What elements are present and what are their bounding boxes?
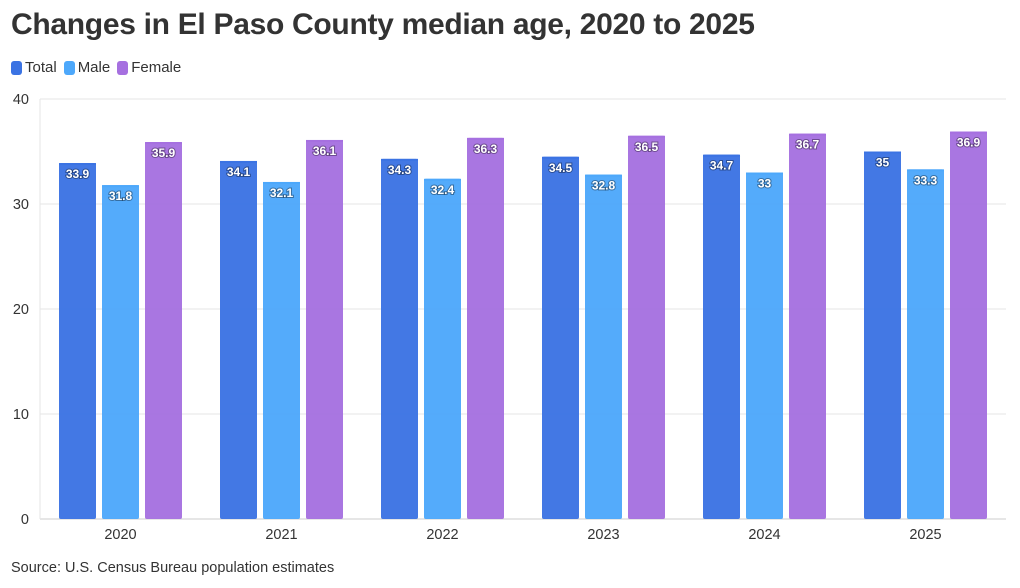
bar-top-edge (542, 156, 579, 159)
bar-top-edge (467, 137, 504, 140)
bar-top-edge (381, 158, 418, 161)
data-label-male-2025: 33.3 (914, 173, 938, 187)
data-label-male-2023: 32.8 (592, 179, 616, 193)
bar-total-2023[interactable] (542, 156, 579, 519)
legend-swatch-total (11, 60, 22, 75)
data-label-total-2024: 34.7 (710, 159, 734, 173)
legend-item-female[interactable]: Female (117, 59, 181, 76)
x-tick-label-2021: 2021 (265, 527, 297, 543)
data-label-male-2020: 31.8 (109, 189, 133, 203)
data-label-female-2021: 36.1 (313, 144, 337, 158)
bar-top-edge (263, 181, 300, 184)
x-tick-label-2022: 2022 (426, 527, 458, 543)
legend-item-total[interactable]: Total (11, 59, 57, 76)
bar-female-2024[interactable] (789, 133, 826, 519)
bar-top-edge (746, 172, 783, 175)
bar-total-2024[interactable] (703, 154, 740, 519)
data-label-male-2024: 33 (758, 177, 772, 191)
x-tick-label-2024: 2024 (748, 527, 780, 543)
source-note: Source: U.S. Census Bureau population es… (11, 560, 335, 576)
bar-total-2020[interactable] (59, 163, 96, 520)
x-tick-label-2023: 2023 (587, 527, 619, 543)
data-label-male-2021: 32.1 (270, 186, 294, 200)
bar-female-2023[interactable] (628, 135, 665, 519)
bar-total-2025[interactable] (864, 151, 901, 520)
data-label-female-2025: 36.9 (957, 136, 981, 150)
bars (59, 131, 987, 520)
y-tick-label: 40 (13, 92, 29, 108)
bar-male-2025[interactable] (907, 169, 944, 519)
bar-top-edge (585, 174, 622, 177)
bar-male-2022[interactable] (424, 178, 461, 520)
bar-top-edge (628, 135, 665, 138)
bar-male-2023[interactable] (585, 174, 622, 519)
data-label-total-2022: 34.3 (388, 163, 412, 177)
data-label-total-2021: 34.1 (227, 165, 251, 179)
bar-female-2025[interactable] (950, 131, 987, 520)
data-label-total-2020: 33.9 (66, 167, 90, 181)
bar-top-edge (424, 178, 461, 181)
bar-male-2024[interactable] (746, 172, 783, 520)
data-label-total-2025: 35 (876, 156, 890, 170)
bar-top-edge (864, 151, 901, 154)
legend-label-total: Total (25, 59, 57, 76)
legend-label-male: Male (77, 59, 111, 76)
chart-title: Changes in El Paso County median age, 20… (11, 8, 755, 41)
legend-item-male[interactable]: Male (63, 59, 111, 76)
bar-top-edge (306, 139, 343, 142)
legend-swatch-male (63, 60, 75, 75)
data-label-female-2020: 35.9 (152, 146, 176, 160)
y-axis-ticks: 0 10 20 30 40 (13, 92, 29, 528)
bar-top-edge (907, 169, 944, 172)
y-tick-label: 10 (13, 407, 29, 423)
data-label-female-2023: 36.5 (635, 140, 659, 154)
bar-female-2020[interactable] (145, 142, 182, 520)
bar-female-2021[interactable] (306, 139, 343, 519)
legend-label-female: Female (131, 59, 182, 76)
data-labels: 33.9 31.8 35.9 34.1 32.1 36.1 34.3 32.4 36.3 34.5… (65, 135, 982, 205)
bar-top-edge (950, 131, 987, 134)
legend: Total Male Female (11, 59, 188, 76)
y-tick-label: 20 (13, 302, 29, 318)
x-tick-label-2020: 2020 (104, 527, 136, 543)
bar-top-edge (789, 133, 826, 136)
bar-top-edge (220, 160, 257, 163)
bar-top-edge (59, 163, 96, 166)
bar-male-2020[interactable] (102, 185, 139, 519)
data-label-female-2022: 36.3 (474, 142, 498, 156)
y-tick-label: 30 (13, 197, 29, 213)
x-axis-ticks: 2020 2021 2022 2023 2024 2025 (104, 527, 941, 543)
y-tick-label: 0 (21, 512, 29, 528)
bar-total-2021[interactable] (220, 160, 257, 519)
bar-male-2021[interactable] (263, 181, 300, 519)
bar-female-2022[interactable] (467, 137, 504, 519)
bar-top-edge (145, 142, 182, 145)
bar-total-2022[interactable] (381, 158, 418, 519)
bar-top-edge (102, 185, 139, 188)
data-label-female-2024: 36.7 (796, 138, 820, 152)
bar-top-edge (703, 154, 740, 157)
grid-lines (39, 98, 1006, 520)
x-tick-label-2025: 2025 (909, 527, 941, 543)
data-label-total-2023: 34.5 (549, 161, 573, 175)
legend-swatch-female (117, 60, 129, 75)
data-label-male-2022: 32.4 (431, 183, 455, 197)
